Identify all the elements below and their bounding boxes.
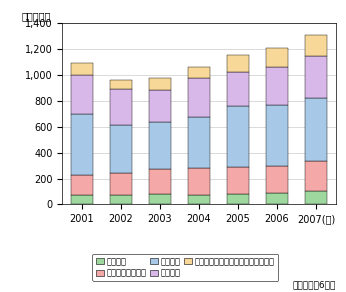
Bar — [227, 55, 249, 72]
Bar — [306, 98, 327, 161]
Bar — [227, 167, 249, 194]
Bar — [71, 63, 92, 75]
Bar — [188, 195, 210, 204]
Text: （億ドル）: （億ドル） — [21, 12, 51, 22]
Bar — [110, 80, 131, 89]
Bar — [149, 90, 171, 122]
Bar — [306, 192, 327, 204]
Bar — [266, 48, 288, 67]
Bar — [306, 35, 327, 56]
Bar — [227, 106, 249, 167]
Bar — [71, 195, 92, 204]
Bar — [149, 122, 171, 169]
Bar — [266, 193, 288, 204]
Bar — [227, 72, 249, 106]
Bar — [266, 67, 288, 105]
Bar — [306, 56, 327, 98]
Text: 出典は付注6参照: 出典は付注6参照 — [292, 280, 336, 289]
Bar — [110, 195, 131, 204]
Bar — [149, 169, 171, 194]
Bar — [266, 166, 288, 193]
Bar — [188, 78, 210, 117]
Bar — [71, 114, 92, 175]
Bar — [266, 105, 288, 166]
Bar — [227, 194, 249, 204]
Bar — [149, 78, 171, 90]
Bar — [149, 194, 171, 204]
Bar — [188, 117, 210, 168]
Bar — [188, 67, 210, 78]
Bar — [306, 161, 327, 192]
Bar — [71, 75, 92, 114]
Bar — [110, 125, 131, 173]
Bar — [110, 173, 131, 195]
Bar — [71, 175, 92, 195]
Legend: 日本市場, アジア太平洋市場, 北米市場, 西欧市場, 中東・アフリカ・東欧・中南米市場: 日本市場, アジア太平洋市場, 北米市場, 西欧市場, 中東・アフリカ・東欧・中… — [92, 254, 278, 281]
Bar — [188, 168, 210, 195]
Bar — [110, 89, 131, 125]
